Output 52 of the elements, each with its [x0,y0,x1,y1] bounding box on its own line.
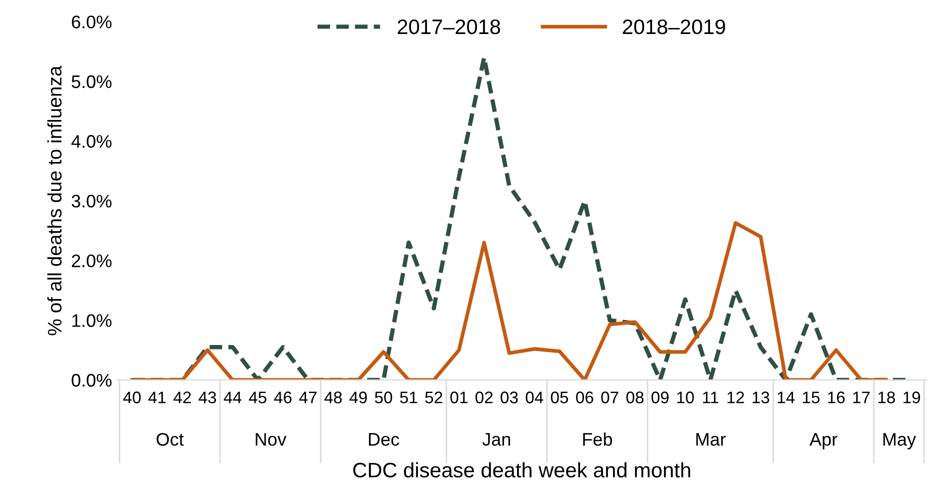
x-tick-label: 49 [350,392,367,404]
x-tick-label: 41 [148,392,166,404]
x-tick-label: 48 [324,392,342,404]
legend-label: 2017–2018 [398,19,500,34]
line-series [130,221,888,380]
x-tick-label: 51 [400,392,418,404]
x-tick-label: 13 [752,392,770,404]
x-tick-label: 17 [853,392,870,404]
y-tick-label: 3.0% [72,194,112,208]
text: May [883,433,916,450]
text: Jan [482,433,510,446]
legend-label: 2018–2019 [622,19,726,34]
x-axis-title: CDC disease death week and month [353,462,690,478]
y-tick-label: 5.0% [72,75,112,88]
y-tick-label: 0.0% [72,374,112,387]
x-tick-label: 16 [828,392,845,404]
x-tick-label: 43 [198,392,216,404]
text: Mar [696,433,726,446]
x-tick-label: 06 [576,392,594,404]
x-tick-label: 42 [173,392,191,404]
x-tick-label: 03 [500,392,518,404]
y-tick-label: 1.0% [72,314,112,327]
x-tick-label: 40 [123,392,141,404]
y-axis-title: % of all deaths due to influenza [47,66,62,336]
y-tick-label: 2.0% [72,254,112,268]
x-tick-label: 08 [626,392,644,404]
text: Nov [256,433,286,446]
x-tick-label: 10 [677,392,694,404]
x-tick-label: 46 [274,392,292,404]
x-tick-label: 15 [802,392,820,404]
x-tick-label: 14 [778,392,795,404]
x-tick-label: 18 [878,392,895,404]
x-tick-label: 09 [651,392,669,404]
x-tick-label: 45 [248,392,266,404]
text: Dec [368,433,400,446]
x-tick-label: 44 [224,392,242,404]
x-tick-label: 05 [550,392,568,404]
x-tick-label: 04 [526,392,544,404]
x-tick-label: 01 [450,392,468,404]
x-tick-label: 11 [703,392,718,404]
text: Apr [810,433,838,450]
x-tick-label: 50 [374,392,392,404]
y-tick-label: 4.0% [71,135,112,148]
y-tick-label: 6.0% [72,16,112,28]
text: Oct [156,432,184,446]
text: Feb [583,432,612,446]
x-tick-label: 52 [425,392,442,404]
x-tick-label: 12 [728,392,744,404]
x-tick-label: 47 [299,392,317,404]
x-tick-label: 19 [904,392,920,404]
x-tick-label: 07 [601,392,618,404]
x-tick-label: 02 [475,392,493,404]
